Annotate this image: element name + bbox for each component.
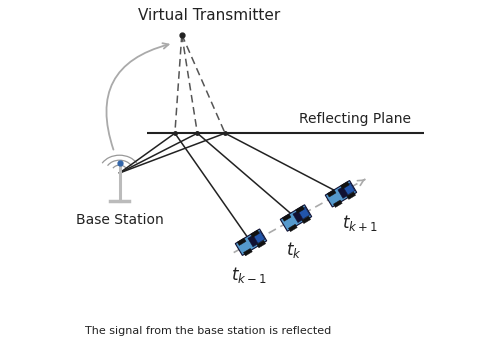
Text: Reflecting Plane: Reflecting Plane [298,112,410,126]
FancyArrowPatch shape [106,43,168,149]
Polygon shape [327,190,335,197]
Polygon shape [257,240,265,248]
Polygon shape [325,181,356,207]
Text: $t_{k-1}$: $t_{k-1}$ [231,265,267,285]
Text: $t_k$: $t_k$ [286,240,302,261]
Polygon shape [346,192,355,199]
Text: Virtual Transmitter: Virtual Transmitter [138,8,280,23]
Polygon shape [298,207,309,219]
Polygon shape [250,230,259,237]
Polygon shape [282,214,291,221]
Polygon shape [337,187,348,198]
Polygon shape [343,183,354,195]
Polygon shape [301,216,310,224]
Text: The signal from the base station is reflected: The signal from the base station is refl… [85,326,331,336]
Polygon shape [253,231,265,243]
Polygon shape [288,224,297,231]
Polygon shape [243,248,252,256]
Polygon shape [295,206,304,213]
Polygon shape [292,211,303,222]
Polygon shape [333,200,342,207]
Text: Base Station: Base Station [76,213,163,227]
Polygon shape [280,205,311,231]
Polygon shape [340,182,349,189]
Polygon shape [247,235,258,247]
Polygon shape [235,229,266,255]
Polygon shape [237,238,245,245]
Text: $t_{k+1}$: $t_{k+1}$ [341,213,377,233]
